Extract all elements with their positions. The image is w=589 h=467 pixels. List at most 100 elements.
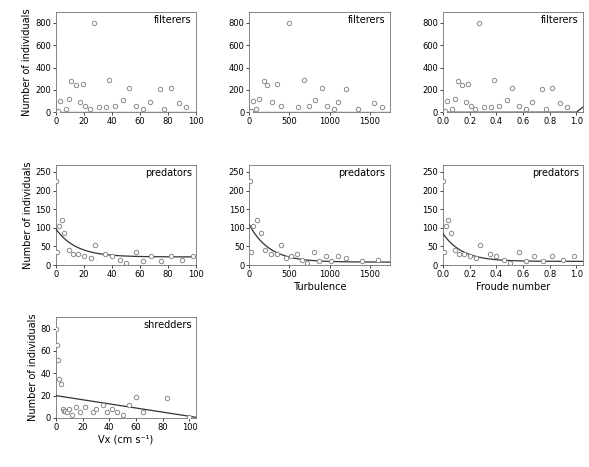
Point: [251, 105, 260, 113]
Point: [373, 256, 382, 263]
Point: [185, 413, 194, 421]
X-axis label: Froude number: Froude number: [476, 282, 550, 292]
Point: [333, 99, 342, 106]
Point: [464, 81, 473, 88]
Text: filterers: filterers: [348, 14, 385, 25]
Point: [107, 252, 117, 260]
Point: [286, 252, 296, 260]
Point: [333, 252, 342, 260]
Point: [159, 106, 168, 113]
Point: [538, 258, 548, 265]
Point: [322, 102, 332, 110]
Point: [317, 84, 326, 92]
Point: [505, 260, 514, 267]
Point: [246, 248, 256, 256]
Point: [489, 77, 498, 84]
Point: [65, 405, 74, 413]
Point: [102, 409, 111, 416]
Point: [441, 222, 451, 230]
Point: [80, 252, 89, 260]
Point: [555, 99, 565, 107]
Point: [341, 254, 350, 262]
Point: [292, 250, 302, 258]
Point: [309, 248, 318, 256]
Point: [310, 96, 320, 104]
Point: [479, 103, 489, 110]
Point: [502, 96, 512, 104]
Point: [107, 405, 117, 413]
Point: [246, 108, 255, 116]
Point: [450, 96, 459, 103]
Point: [124, 84, 134, 92]
Y-axis label: Number of individuals: Number of individuals: [28, 314, 38, 421]
Point: [57, 381, 66, 388]
Point: [465, 252, 474, 260]
Point: [514, 102, 524, 110]
Point: [297, 256, 307, 263]
Point: [125, 401, 134, 408]
Point: [315, 258, 324, 265]
Point: [454, 250, 464, 258]
Point: [492, 252, 501, 260]
Point: [485, 250, 494, 258]
Point: [112, 409, 122, 416]
Point: [87, 254, 96, 262]
Point: [68, 250, 78, 258]
Point: [293, 103, 302, 110]
Point: [257, 230, 266, 237]
Point: [54, 107, 63, 115]
Point: [302, 260, 312, 267]
Point: [74, 250, 83, 258]
Point: [98, 401, 107, 408]
Point: [157, 258, 166, 265]
Point: [439, 108, 449, 116]
Point: [474, 19, 484, 27]
Point: [75, 99, 84, 106]
Point: [508, 84, 517, 92]
Point: [253, 217, 262, 224]
Point: [52, 325, 61, 333]
X-axis label: Vx (cm s⁻¹): Vx (cm s⁻¹): [98, 435, 154, 445]
Point: [569, 252, 578, 260]
Point: [440, 107, 449, 115]
Point: [88, 409, 98, 416]
Point: [131, 102, 141, 110]
Point: [321, 252, 330, 260]
Point: [61, 408, 70, 415]
Point: [461, 99, 471, 106]
Point: [537, 85, 547, 92]
Point: [100, 250, 110, 258]
Point: [131, 393, 141, 401]
Point: [59, 230, 69, 237]
Point: [470, 105, 479, 113]
Text: filterers: filterers: [154, 14, 192, 25]
Point: [249, 97, 258, 105]
Point: [377, 103, 386, 110]
Point: [245, 108, 254, 115]
Point: [521, 105, 531, 113]
Point: [246, 107, 256, 115]
Point: [53, 356, 62, 364]
Point: [110, 102, 120, 110]
Point: [529, 252, 538, 260]
Point: [548, 252, 557, 260]
Point: [162, 394, 171, 402]
Point: [75, 409, 85, 416]
Point: [439, 108, 448, 115]
Point: [466, 102, 476, 109]
Point: [67, 77, 76, 85]
Point: [453, 77, 462, 85]
Point: [85, 105, 94, 113]
Point: [284, 19, 294, 27]
Point: [89, 19, 98, 27]
Text: filterers: filterers: [541, 14, 579, 25]
Point: [52, 108, 61, 115]
Point: [71, 403, 81, 410]
Point: [64, 247, 73, 254]
Point: [272, 250, 282, 258]
Point: [181, 103, 191, 110]
Point: [487, 103, 496, 110]
Y-axis label: Number of individuals: Number of individuals: [22, 161, 32, 269]
Point: [138, 409, 147, 416]
Text: predators: predators: [145, 168, 192, 177]
